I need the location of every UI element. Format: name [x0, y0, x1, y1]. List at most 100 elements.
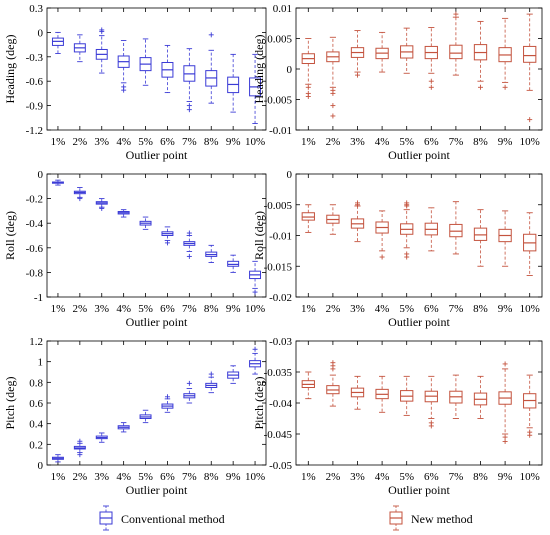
x-tick-label: 3% [350, 471, 365, 483]
box-7% [183, 380, 196, 404]
x-tick-label: 9% [226, 471, 241, 483]
x-tick-label: 6% [160, 471, 175, 483]
y-tick-label: -0.01 [269, 125, 292, 137]
plot-frame [295, 340, 543, 466]
outlier-point [77, 438, 83, 444]
outlier-point [208, 371, 214, 377]
box-iqr [449, 223, 463, 238]
box-6% [424, 375, 438, 429]
outlier-point [77, 196, 83, 202]
box-8% [473, 209, 488, 267]
x-tick-label: 1% [301, 136, 316, 148]
x-tick-label: 7% [182, 471, 197, 483]
legend-label-new: New method [411, 512, 473, 526]
x-tick-label: 3% [94, 303, 109, 315]
x-tick-label: 10% [520, 303, 540, 315]
box-5% [400, 375, 414, 416]
box-3% [95, 27, 108, 74]
y-tick-label: 0.005 [267, 34, 292, 46]
y-tick-label: -0.02 [269, 292, 292, 304]
x-tick-label: 10% [245, 471, 265, 483]
box-iqr [449, 44, 463, 60]
box-6% [161, 226, 174, 246]
x-tick-label: 4% [375, 136, 390, 148]
outlier-point [99, 27, 105, 33]
outlier-point [305, 93, 311, 99]
outlier-point [502, 84, 508, 90]
box-3% [350, 375, 365, 410]
x-tick-label: 1% [51, 136, 66, 148]
y-tick-label: -0.005 [264, 200, 293, 212]
y-tick-label: -0.2 [26, 194, 43, 206]
x-tick-label: 5% [399, 136, 414, 148]
box-2% [73, 187, 86, 202]
legend-box-icon [389, 505, 403, 531]
box-2% [326, 204, 340, 235]
box-5% [139, 216, 152, 230]
box-1% [301, 38, 315, 99]
y-tick-label: -0.3 [26, 52, 44, 64]
x-axis-label: Outlier point [126, 315, 188, 329]
y-tick-label: 1.2 [29, 336, 43, 348]
legend-box-icon [99, 505, 113, 531]
x-tick-label: 4% [116, 136, 131, 148]
y-tick-label: -1 [34, 292, 43, 304]
box-7% [449, 201, 463, 255]
x-tick-label: 6% [160, 303, 175, 315]
outlier-point [252, 346, 258, 352]
x-tick-label: 1% [301, 471, 316, 483]
y-tick-label: -0.005 [264, 95, 293, 107]
x-tick-label: 8% [204, 136, 219, 148]
x-tick-label: 9% [498, 303, 513, 315]
x-tick-label: 7% [182, 303, 197, 315]
x-tick-label: 3% [350, 136, 365, 148]
y-tick-label: 0.4 [29, 419, 43, 431]
y-tick-label: 0.2 [29, 439, 43, 451]
box-9% [227, 254, 240, 273]
x-tick-label: 2% [326, 136, 341, 148]
box-1% [51, 179, 64, 186]
box-2% [326, 360, 340, 407]
x-axis-label: Outlier point [126, 148, 188, 162]
box-5% [139, 409, 152, 424]
outlier-point [330, 90, 336, 96]
legend-entry-new: New method [389, 505, 473, 531]
box-10% [249, 346, 262, 375]
box-9% [498, 210, 512, 267]
x-tick-label: 1% [301, 303, 316, 315]
box-2% [73, 438, 86, 458]
x-tick-label: 3% [94, 136, 109, 148]
outlier-point [164, 394, 170, 400]
x-tick-label: 6% [160, 136, 175, 148]
panel-2: -0.01 -0.005 0 0.005 0.01 1% 2% 3% 4% 5% 6% 7% 8% 9% 1… [252, 3, 543, 162]
outlier-point [77, 452, 83, 458]
x-tick-label: 5% [399, 471, 414, 483]
box-1% [301, 204, 315, 233]
panel-5: 0 0.2 0.4 0.6 0.8 1 1.2 1% 2% 3% 4% 5% 6% 7% 8% 9% 10% Ou… [3, 336, 267, 497]
outlier-point [428, 78, 434, 84]
y-axis-label: Heading (deg) [252, 35, 266, 104]
box-iqr [227, 260, 240, 267]
legend: Conventional method New method [99, 505, 473, 531]
y-tick-label: -0.9 [26, 101, 44, 113]
box-4% [375, 210, 389, 260]
box-8% [205, 32, 218, 104]
box-9% [498, 361, 512, 444]
y-tick-label: 0 [38, 169, 44, 181]
outlier-point [330, 366, 336, 372]
y-tick-label: -0.045 [264, 429, 293, 441]
x-tick-label: 1% [51, 303, 66, 315]
x-tick-label: 7% [449, 471, 464, 483]
box-1% [301, 371, 315, 400]
box-6% [424, 27, 438, 90]
y-axis-label: Roll (deg) [252, 211, 266, 260]
outlier-point [527, 432, 533, 438]
box-10% [523, 374, 537, 438]
x-tick-label: 2% [326, 471, 341, 483]
box-8% [205, 371, 218, 394]
box-9% [227, 365, 240, 384]
x-tick-label: 10% [245, 136, 265, 148]
y-tick-label: -0.8 [26, 267, 44, 279]
panel-4: -0.02 -0.015 -0.01 -0.005 0 1% 2% 3% 4% 5% 6% 7% 8% 9… [252, 169, 543, 329]
outlier-point [121, 87, 127, 93]
